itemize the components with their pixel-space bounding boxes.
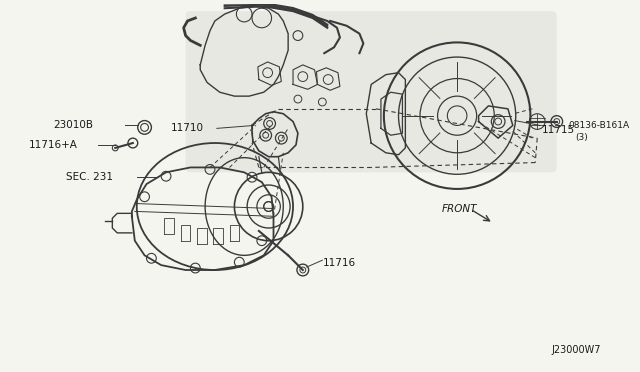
Text: 11716: 11716: [323, 258, 355, 268]
Text: FRONT: FRONT: [442, 205, 477, 214]
Text: 08136-B161A: 08136-B161A: [568, 121, 630, 130]
Text: J23000W7: J23000W7: [552, 345, 602, 355]
Text: (3): (3): [575, 133, 588, 142]
FancyBboxPatch shape: [186, 11, 557, 172]
Text: 11715: 11715: [542, 125, 575, 135]
Text: SEC. 231: SEC. 231: [67, 172, 113, 182]
Text: 11710: 11710: [171, 124, 204, 134]
Text: 23010B: 23010B: [54, 121, 93, 131]
Text: 11716+A: 11716+A: [29, 140, 78, 150]
